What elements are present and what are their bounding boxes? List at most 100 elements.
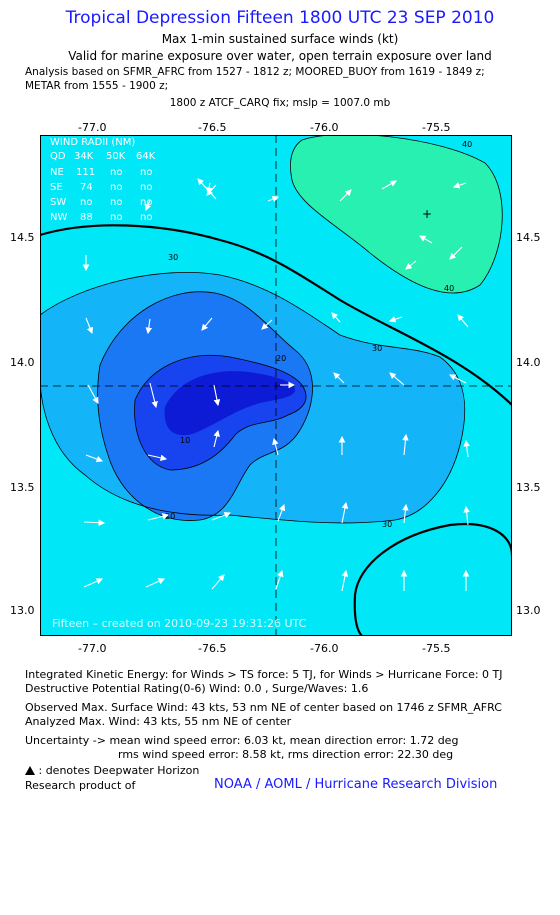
contour-band-40kt-se	[354, 524, 512, 636]
wind-arrow	[449, 374, 467, 384]
analysis-sources-2: METAR from 1555 - 1900 z;	[25, 80, 169, 92]
wind-radii-header: WIND RADII (NM)	[50, 137, 135, 148]
wind-radii-table: WIND RADII (NM) QD 34K 50K 64K NE 111 no…	[50, 137, 156, 223]
max-wind-marker: +	[422, 207, 432, 221]
contour-label: 40	[444, 284, 454, 293]
ts-force-boundary-north	[40, 224, 512, 406]
wind-radii-col: 50K	[106, 151, 126, 162]
lon-tick-top: -77.0	[78, 121, 107, 134]
wind-vectors	[82, 178, 470, 592]
wind-arrow	[463, 505, 470, 526]
wind-arrow	[211, 511, 232, 521]
wind-arrow	[341, 501, 349, 524]
deepwater-legend: : denotes Deepwater Horizon	[25, 764, 199, 777]
contour-label: 30	[168, 253, 178, 262]
wind-arrow	[463, 439, 470, 458]
wind-arrow	[87, 384, 99, 404]
wind-radii-col: 64K	[136, 151, 156, 162]
wind-arrow	[261, 319, 273, 330]
lon-tick-top: -76.5	[198, 121, 227, 134]
lat-tick-right: 14.0	[516, 356, 541, 369]
wind-radii-cell: no	[110, 167, 122, 178]
analysis-sources-1: Analysis based on SFMR_AFRC from 1527 - …	[25, 66, 485, 78]
wind-radii-col: QD	[50, 151, 66, 162]
ts-force-boundary-se	[353, 522, 512, 636]
wind-arrow	[333, 372, 345, 384]
wind-arrow	[147, 513, 170, 521]
wind-radii-cell: NE	[50, 167, 64, 178]
wind-arrow	[452, 182, 467, 189]
wind-radii-cell: SW	[50, 197, 66, 208]
wind-radii-cell: 74	[80, 182, 93, 193]
lat-tick-left: 14.0	[10, 356, 35, 369]
wind-arrow	[85, 317, 94, 335]
wind-radii-cell: SE	[50, 182, 63, 193]
lon-tick-bottom: -76.0	[310, 642, 339, 655]
wind-arrow	[201, 317, 213, 331]
wind-arrow	[381, 180, 397, 190]
uncertainty-line-2: rms wind speed error: 8.58 kt, rms direc…	[118, 748, 454, 761]
lon-tick-bottom: -75.5	[422, 642, 451, 655]
research-label: Research product of	[25, 779, 136, 792]
wind-arrow	[457, 314, 469, 328]
wind-arrow	[211, 574, 225, 590]
contour-label: 20	[276, 354, 286, 363]
wind-arrow	[402, 433, 409, 456]
noaa-link[interactable]: NOAA / AOML / Hurricane Research Divisio…	[214, 777, 498, 792]
lon-tick-bottom: -76.5	[198, 642, 227, 655]
wind-arrow	[272, 437, 279, 456]
wind-arrow	[213, 384, 221, 407]
lat-tick-left: 14.5	[10, 231, 35, 244]
wind-arrow	[145, 318, 153, 335]
contour-label: 30	[382, 520, 392, 529]
wind-arrow	[147, 454, 168, 462]
wind-arrow	[341, 569, 349, 592]
wind-arrow	[213, 429, 220, 448]
lat-tick-right: 13.0	[516, 604, 541, 617]
wind-radii-cell: no	[110, 197, 122, 208]
subtitle-winds: Max 1-min sustained surface winds (kt)	[161, 32, 399, 46]
wind-radii-col: 34K	[74, 151, 94, 162]
wind-arrow	[449, 246, 463, 260]
wind-radii-cell: no	[80, 197, 92, 208]
oil-rig-icon	[25, 766, 35, 775]
fix-line: 1800 z ATCF_CARQ fix; mslp = 1007.0 mb	[169, 97, 391, 109]
lat-tick-left: 13.5	[10, 481, 35, 494]
contour-label: 20	[165, 512, 175, 521]
wind-arrow	[206, 184, 217, 196]
wind-arrow	[267, 195, 280, 203]
wind-arrow	[145, 578, 166, 588]
wind-arrow	[388, 316, 403, 323]
lon-tick-top: -75.5	[422, 121, 451, 134]
wind-map: + 10 20 30 30 20 30 40 40	[40, 135, 512, 636]
wind-arrow	[405, 260, 417, 270]
wind-arrow	[275, 569, 284, 590]
uncertainty-line-1: Uncertainty -> mean wind speed error: 6.…	[25, 734, 459, 747]
ike-line: Integrated Kinetic Energy: for Winds > T…	[25, 668, 503, 681]
wind-radii-cell: 88	[80, 212, 93, 223]
wind-radii-cell: 111	[76, 167, 95, 178]
contour-line-20	[97, 291, 313, 521]
lon-tick-bottom: -77.0	[78, 642, 107, 655]
wind-arrow	[402, 503, 409, 524]
wind-radii-cell: no	[110, 182, 122, 193]
wind-arrow	[83, 578, 104, 588]
lat-tick-right: 13.5	[516, 481, 541, 494]
wind-radii-cell: NW	[50, 212, 67, 223]
wind-arrow	[339, 189, 352, 202]
lon-tick-top: -76.0	[310, 121, 339, 134]
contour-line-40-ne	[290, 135, 503, 294]
subtitle-exposure: Valid for marine exposure over water, op…	[68, 49, 492, 63]
map-credit: Fifteen – created on 2010-09-23 19:31:26…	[52, 617, 307, 630]
observed-max-line: Observed Max. Surface Wind: 43 kts, 53 n…	[25, 701, 502, 714]
wind-arrow	[419, 235, 433, 244]
wind-arrow	[85, 454, 104, 463]
wind-arrow	[389, 372, 405, 386]
wind-arrow	[83, 519, 106, 527]
page-title: Tropical Depression Fifteen 1800 UTC 23 …	[65, 8, 495, 28]
lat-tick-left: 13.0	[10, 604, 35, 617]
dpr-line: Destructive Potential Rating(0-6) Wind: …	[25, 682, 369, 695]
wind-radii-cell: no	[110, 212, 122, 223]
wind-arrow	[277, 503, 286, 522]
lat-tick-right: 14.5	[516, 231, 541, 244]
